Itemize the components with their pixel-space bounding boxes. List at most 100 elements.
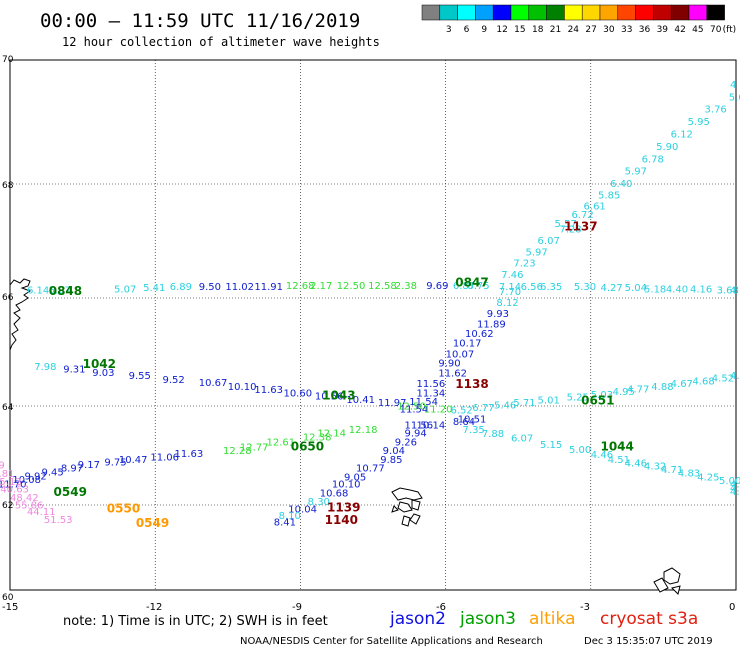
colorbar-swatch [475, 4, 494, 21]
wave-height-value: 4.16 [690, 284, 712, 295]
footer-timestamp: Dec 3 15:35:07 UTC 2019 [584, 636, 713, 647]
wave-height-value: 10.10 [228, 382, 257, 393]
colorbar-swatch [706, 4, 725, 21]
wave-height-value: 7.28 [559, 224, 581, 235]
wave-height-value: 4.40 [666, 284, 688, 295]
wave-height-value: 11.70 [0, 480, 27, 491]
wave-height-value: 4 [730, 80, 736, 91]
wave-height-value: 10.77 [356, 463, 385, 474]
wave-height-value: 10.17 [453, 339, 482, 350]
pass-time: 0847 [455, 276, 488, 290]
wave-height-value: 12.28 [223, 446, 252, 457]
colorbar-tick-label: 24 [568, 25, 580, 35]
wave-height-value: 2.38 [395, 281, 417, 292]
wave-height-value: 10.10 [332, 480, 361, 491]
wave-height-value: 9.31 [63, 365, 85, 376]
wave-height-value: 51.53 [44, 515, 73, 526]
wave-height-value: 9.55 [129, 371, 151, 382]
wave-height-value: 4.27 [600, 283, 622, 294]
wave-height-value: 5.57 [555, 219, 577, 230]
wave-height-value: 11.63 [175, 449, 204, 460]
wave-height-value: 4.67 [671, 379, 693, 390]
wave-height-value: 6.89 [170, 282, 192, 293]
faroe-islands [391, 487, 423, 527]
wave-height-value: 6.07 [511, 434, 533, 445]
wave-height-value: 9.85 [380, 455, 402, 466]
wave-height-value: 3.76 [705, 105, 727, 116]
wave-height-value: 6.14 [27, 285, 49, 296]
wave-height-value: 9.90 [438, 359, 460, 370]
wave-height-value: 55.49 [0, 460, 5, 471]
colorbar-tick-label: 21 [550, 25, 561, 35]
wave-height-value: 6.40 [610, 179, 632, 190]
colorbar-swatch [581, 4, 601, 21]
colorbar-tick-label: 30 [603, 25, 615, 35]
wave-height-value: 6.72 [571, 210, 593, 221]
pass-time: 0848 [49, 284, 82, 298]
colorbar-swatch [510, 4, 530, 21]
wave-height-value: 11.63 [254, 385, 283, 396]
color-scale-legend: 3 6 9 12 15 18 21 24 27 30 33 36 39 42 45 70 (ft) [421, 4, 736, 35]
pass-time: 1044 [600, 440, 633, 454]
wave-height-value: 4.37 [730, 371, 740, 382]
pass-time: 1138 [455, 377, 488, 391]
wave-height-value: 10.47 [119, 455, 148, 466]
wave-height-value: 10.14 [417, 420, 446, 431]
wave-height-value: 2.17 [310, 281, 332, 292]
colorbar-swatch [635, 4, 654, 21]
colorbar-tick-label: 15 [514, 25, 525, 35]
wave-height-value: 6.87 [453, 281, 475, 292]
wave-height-value: 55.86 [15, 500, 44, 511]
wave-height-value: 5.04 [625, 283, 647, 294]
wave-height-value: 11.02 [225, 282, 254, 293]
wave-height-value: 4.25 [697, 472, 719, 483]
wave-height-value: 9.69 [426, 281, 448, 292]
pass-time: 0549 [136, 516, 169, 530]
wave-height-value: 10.07 [446, 349, 475, 360]
pass-time: 0650 [291, 440, 324, 454]
wave-height-value: 6.12 [671, 130, 693, 141]
wave-height-value: 8.12 [496, 298, 518, 309]
wave-height-value: 40.63 [0, 485, 29, 496]
wave-height-value: 10.08 [12, 475, 41, 486]
wave-height-value: 4.76 [730, 487, 740, 498]
wave-height-value: 4.69 [730, 480, 740, 491]
wave-height-value: 10.68 [320, 489, 349, 500]
wave-height-value: 10.60 [283, 388, 312, 399]
lat-tick-70: 70 [2, 55, 14, 65]
wave-height-value: 10.56 [315, 392, 344, 403]
wave-height-value: 6.61 [584, 202, 606, 213]
gridlines [10, 60, 736, 590]
colorbar-swatch [546, 4, 565, 21]
colorbar-swatch [492, 4, 512, 21]
colorbar-tick-label: 9 [481, 25, 487, 35]
wave-height-value: 11.62 [438, 368, 467, 379]
wave-height-value: 7.70 [499, 287, 521, 298]
page-title: 00:00 – 11:59 UTC 11/16/2019 [40, 10, 360, 32]
wave-height-value: 5.68 [729, 92, 740, 103]
wave-height-value: 11.54 [409, 397, 438, 408]
wave-height-value: 9.93 [487, 309, 509, 320]
wave-height-value: 49.81 [0, 469, 14, 480]
colorbar-tick-label: 6 [464, 25, 470, 35]
wave-height-value: 4.52 [712, 374, 734, 385]
wave-height-value: 5.90 [656, 142, 678, 153]
wave-height-value: 5.18 [644, 284, 666, 295]
colorbar-swatch [670, 4, 690, 21]
wave-height-value: 7.23 [513, 259, 535, 270]
lon-tick-minus-3: -3 [580, 602, 590, 613]
wave-height-value: 4.83 [678, 468, 700, 479]
wave-height-value: 11.06 [150, 452, 179, 463]
wave-height-value: 10.62 [465, 329, 494, 340]
lon-tick-minus-6: -6 [436, 602, 446, 613]
lon-tick-minus-9: -9 [292, 602, 302, 613]
wave-height-value: 10.04 [288, 505, 317, 516]
colorbar-swatch [421, 4, 441, 21]
wave-height-value: 45.13 [0, 477, 22, 488]
wave-height-value: 4.46 [591, 450, 613, 461]
wave-height-value: 10.67 [199, 378, 228, 389]
satellite-cryosat-s3a: cryosat s3a [600, 609, 698, 629]
wave-height-value: 10.51 [458, 414, 487, 425]
